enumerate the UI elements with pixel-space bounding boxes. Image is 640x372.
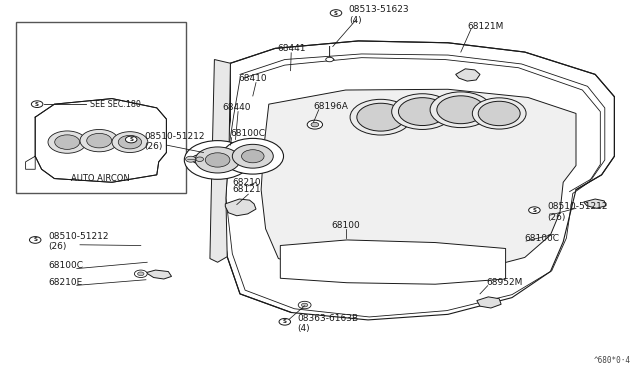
Circle shape [222, 138, 284, 174]
Circle shape [232, 144, 273, 168]
Polygon shape [477, 297, 501, 308]
Polygon shape [584, 199, 606, 208]
Polygon shape [35, 99, 166, 182]
Text: S: S [35, 102, 39, 107]
Text: S: S [532, 208, 536, 213]
Circle shape [205, 153, 230, 167]
Text: 68100C: 68100C [525, 234, 560, 243]
Polygon shape [280, 240, 506, 284]
Text: ^680*0·4: ^680*0·4 [593, 356, 630, 365]
Circle shape [437, 96, 484, 124]
Text: AUTO AIRCON: AUTO AIRCON [72, 174, 130, 183]
Text: 68210: 68210 [232, 178, 260, 187]
Circle shape [134, 270, 147, 278]
Circle shape [279, 318, 291, 325]
Circle shape [529, 207, 540, 214]
Circle shape [350, 99, 412, 135]
Text: S: S [129, 137, 133, 142]
Circle shape [29, 237, 41, 243]
Circle shape [196, 157, 204, 161]
Polygon shape [261, 89, 576, 277]
Text: 08510-51212
(26): 08510-51212 (26) [48, 232, 109, 251]
Text: S: S [283, 319, 287, 324]
Text: 68440: 68440 [223, 103, 251, 112]
Circle shape [192, 155, 207, 164]
Circle shape [118, 135, 141, 149]
Bar [16, 22, 186, 193]
Circle shape [392, 94, 453, 129]
Text: 68100: 68100 [332, 221, 360, 230]
Polygon shape [146, 270, 172, 279]
Circle shape [87, 134, 112, 148]
Text: 08513-51623
(4): 08513-51623 (4) [349, 5, 410, 25]
Circle shape [357, 103, 404, 131]
Circle shape [241, 150, 264, 163]
Circle shape [298, 301, 311, 309]
Circle shape [472, 98, 526, 129]
Polygon shape [225, 199, 256, 216]
Circle shape [186, 156, 196, 162]
Circle shape [307, 120, 323, 129]
Text: S: S [33, 237, 37, 243]
Text: S: S [334, 10, 338, 16]
Text: 68100C: 68100C [230, 129, 266, 138]
Text: SEE SEC.180: SEE SEC.180 [90, 100, 140, 109]
Polygon shape [221, 41, 614, 320]
Text: 68952M: 68952M [486, 278, 523, 287]
Circle shape [478, 101, 520, 126]
Circle shape [326, 57, 333, 62]
Text: 68100C: 68100C [48, 262, 83, 270]
Text: 08510-51212
(26): 08510-51212 (26) [144, 132, 205, 151]
Text: 08363-6163B
(4): 08363-6163B (4) [298, 314, 359, 333]
Circle shape [55, 135, 80, 149]
Text: 68196A: 68196A [314, 102, 348, 110]
Circle shape [430, 92, 492, 128]
Polygon shape [210, 60, 230, 262]
Text: 68410: 68410 [239, 74, 267, 83]
Circle shape [80, 129, 118, 152]
Text: 68441: 68441 [277, 44, 305, 53]
Circle shape [31, 101, 43, 108]
Text: 68121M: 68121M [467, 22, 504, 31]
Circle shape [125, 136, 137, 143]
Circle shape [330, 10, 342, 16]
Circle shape [138, 272, 144, 276]
Circle shape [311, 122, 319, 127]
Circle shape [184, 141, 251, 179]
Circle shape [48, 131, 86, 153]
Text: 68210E: 68210E [48, 278, 83, 287]
Text: 68121: 68121 [232, 185, 260, 194]
Circle shape [112, 132, 148, 153]
Circle shape [195, 147, 240, 173]
Polygon shape [456, 69, 480, 81]
Text: 08510-51212
(26): 08510-51212 (26) [547, 202, 608, 222]
Circle shape [301, 303, 308, 307]
Circle shape [399, 98, 446, 125]
